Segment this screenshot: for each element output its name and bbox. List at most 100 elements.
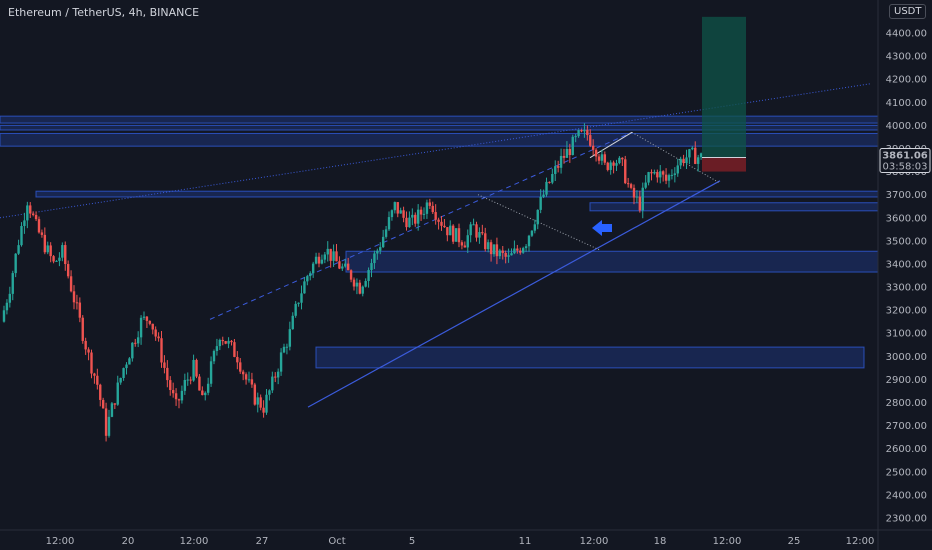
candle-body: [288, 329, 292, 347]
candle-body: [34, 214, 38, 220]
candle-body: [14, 253, 17, 274]
candle-body: [504, 252, 507, 257]
candle-body: [603, 154, 607, 163]
y-tick-label: 3300.00: [886, 283, 927, 294]
candle-body: [58, 257, 61, 261]
candle-body: [638, 196, 642, 211]
y-tick-label: 3100.00: [886, 329, 927, 340]
candle-body: [279, 352, 283, 372]
candle-body: [498, 250, 502, 257]
x-tick-label: 12:00: [846, 536, 875, 547]
candle-body: [72, 291, 76, 303]
candle-body: [84, 340, 87, 350]
candle-body: [201, 390, 204, 396]
candle-body: [221, 339, 224, 342]
candle-body: [300, 293, 303, 303]
y-tick-label: 3200.00: [886, 306, 927, 317]
y-tick-label: 3000.00: [886, 352, 927, 363]
candle-body: [451, 225, 455, 242]
candle-body: [268, 390, 271, 395]
candle-body: [256, 397, 259, 405]
candle-body: [463, 245, 467, 248]
candle-body: [344, 263, 347, 267]
x-tick-label: 25: [788, 536, 801, 547]
candle-body: [667, 175, 671, 181]
candle-body: [218, 339, 222, 347]
candle-body: [694, 147, 697, 164]
symbol-title: Ethereum / TetherUS, 4h, BINANCE: [8, 6, 200, 19]
candle-body: [212, 350, 216, 362]
candle-body: [539, 196, 542, 210]
candle-body: [81, 317, 84, 341]
candle-body: [422, 213, 426, 215]
candle-body: [510, 253, 513, 256]
candle-body: [387, 217, 391, 230]
x-tick-label: 12:00: [713, 536, 742, 547]
candle-body: [186, 379, 189, 381]
candle-body: [591, 145, 595, 150]
candle-body: [259, 397, 262, 408]
candles: [2, 123, 703, 442]
candle-body: [236, 356, 239, 363]
candle-body: [626, 183, 630, 185]
candle-body: [37, 219, 41, 233]
candle-body: [644, 182, 647, 188]
zone-6: [315, 346, 865, 369]
candle-body: [52, 256, 55, 262]
candle-body: [574, 136, 577, 138]
candle-body: [612, 162, 615, 166]
y-tick-label: 4300.00: [886, 52, 927, 63]
candle-body: [332, 251, 335, 261]
candle-body: [501, 250, 504, 253]
candle-body: [309, 273, 312, 277]
y-tick-label: 2300.00: [886, 514, 927, 525]
candle-body: [414, 214, 417, 224]
candle-body: [565, 148, 569, 158]
candle-body: [361, 286, 364, 294]
candle-body: [399, 210, 402, 214]
candle-body: [329, 248, 332, 261]
candle-body: [335, 251, 338, 262]
candle-body: [276, 371, 280, 378]
candle-body: [472, 224, 475, 226]
y-tick-label: 4000.00: [886, 121, 927, 132]
candle-body: [486, 242, 490, 250]
candle-body: [390, 210, 394, 218]
candle-body: [425, 202, 429, 214]
y-tick-label: 4400.00: [886, 29, 927, 40]
candle-body: [326, 248, 329, 255]
currency-badge[interactable]: USDT: [889, 4, 927, 19]
candle-body: [134, 342, 137, 344]
candle-body: [408, 217, 411, 228]
candle-body: [618, 157, 621, 164]
candle-body: [577, 130, 580, 137]
candle-body: [233, 342, 236, 357]
candle-body: [396, 202, 399, 214]
candle-body: [653, 171, 656, 174]
candle-body: [349, 270, 353, 280]
candle-body: [75, 302, 79, 304]
candle-body: [314, 256, 318, 264]
candle-body: [659, 171, 662, 178]
candle-body: [379, 247, 382, 251]
x-tick-label: 20: [122, 536, 135, 547]
zone-5: [345, 250, 879, 273]
candle-body: [96, 375, 99, 385]
candle-body: [416, 209, 420, 224]
candle-body: [119, 377, 122, 383]
y-tick-label: 3600.00: [886, 213, 927, 224]
candle-body: [142, 316, 146, 318]
candle-body: [460, 242, 464, 246]
candle-body: [481, 232, 484, 234]
candle-body: [291, 315, 294, 330]
candle-body: [93, 373, 96, 376]
annotation-arrow: [592, 220, 612, 236]
candle-body: [437, 219, 440, 222]
candle-body: [431, 205, 434, 213]
zone-1: [0, 124, 879, 131]
candle-body: [148, 320, 152, 324]
candle-body: [466, 235, 469, 248]
candle-body: [696, 157, 700, 164]
candle-body: [542, 194, 545, 197]
